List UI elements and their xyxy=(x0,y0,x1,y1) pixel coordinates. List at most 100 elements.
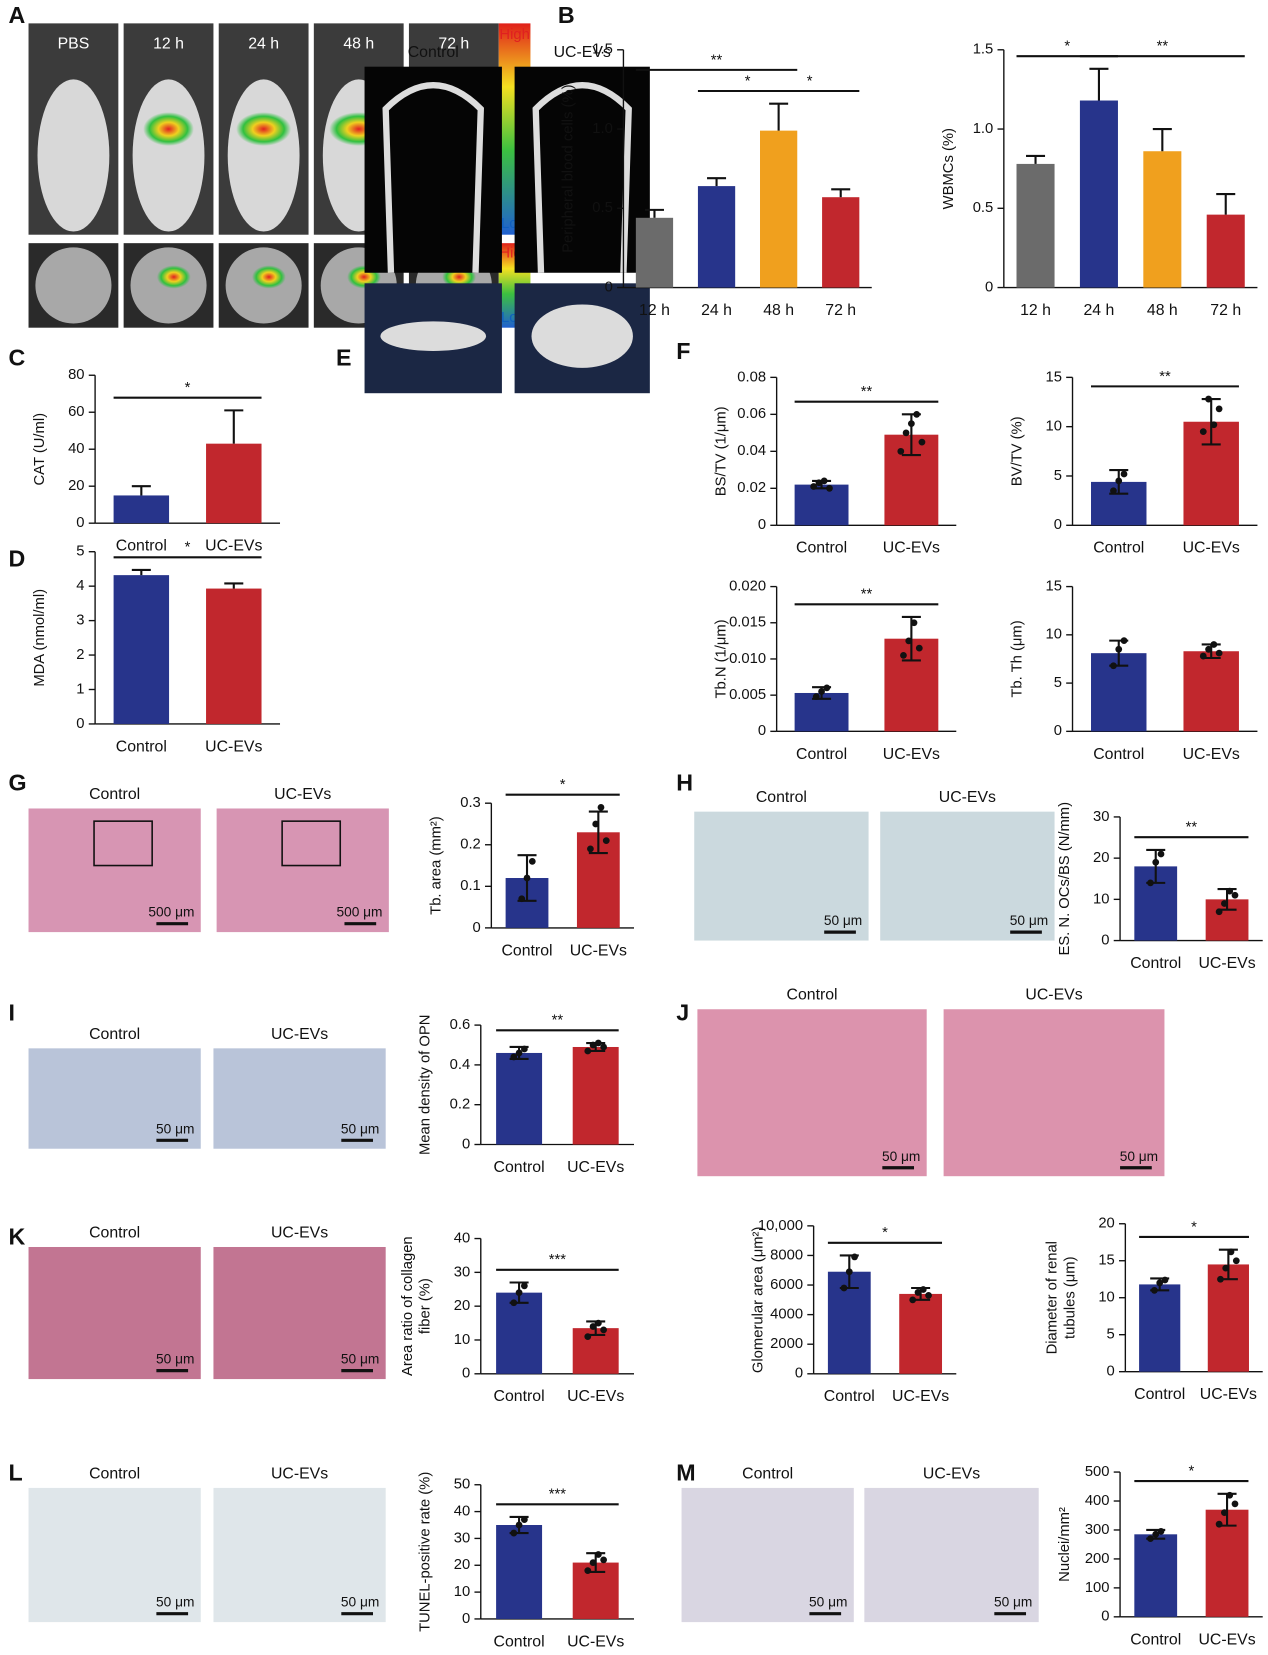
scale-bar-label: 50 μm xyxy=(341,1121,379,1136)
bar xyxy=(794,484,849,526)
y-tick-label: 0 xyxy=(462,1611,470,1627)
bar xyxy=(899,1293,943,1374)
bar xyxy=(1205,1509,1249,1617)
y-tick-label: 30 xyxy=(454,1264,470,1280)
bar xyxy=(1206,214,1245,288)
y-axis-label: Area ratio of collagen xyxy=(400,1236,416,1376)
panel-label: E xyxy=(336,345,352,371)
colorbar-label: High xyxy=(499,27,529,43)
x-tick-label: Control xyxy=(1130,955,1181,972)
data-point xyxy=(840,1284,848,1292)
data-point xyxy=(520,1282,528,1290)
image-tile xyxy=(864,1487,1039,1623)
y-axis-label: WBMCs (%) xyxy=(941,128,957,209)
x-tick-label: UC-EVs xyxy=(567,1633,624,1650)
data-point xyxy=(1210,641,1218,648)
data-point xyxy=(1110,487,1117,495)
image-caption: UC-EVs xyxy=(554,44,611,61)
bar xyxy=(113,495,170,524)
y-tick-label: 5 xyxy=(1054,675,1062,691)
roi-box xyxy=(93,820,153,867)
data-point xyxy=(851,1253,858,1261)
panel-label: F xyxy=(676,338,690,364)
data-point xyxy=(826,484,833,492)
bar xyxy=(206,443,262,524)
y-axis-label: BV/TV (%) xyxy=(1009,416,1025,486)
data-point xyxy=(589,1041,597,1049)
dish-signal xyxy=(156,265,191,289)
x-tick-label: Control xyxy=(1093,746,1144,763)
x-tick-label: UC-EVs xyxy=(1200,1386,1257,1403)
y-tick-label: 0.020 xyxy=(729,578,766,594)
x-tick-label: Control xyxy=(796,540,847,557)
y-tick-label: 0 xyxy=(758,723,766,739)
data-point xyxy=(910,619,918,627)
significance-label: ** xyxy=(1157,39,1169,55)
y-tick-label: 10 xyxy=(1093,891,1109,907)
data-point xyxy=(1161,1276,1169,1284)
scale-bar-label: 50 μm xyxy=(809,1595,847,1610)
y-tick-label: 0 xyxy=(605,279,613,295)
y-tick-label: 0.6 xyxy=(450,1017,471,1033)
y-axis-label: fiber (%) xyxy=(418,1278,434,1334)
y-tick-label: 0 xyxy=(473,920,481,936)
panel-label: L xyxy=(8,1459,22,1485)
panel-label: D xyxy=(8,545,25,571)
y-tick-label: 0 xyxy=(758,517,766,533)
panel-label: A xyxy=(8,2,25,28)
x-tick-label: Control xyxy=(494,1633,545,1650)
y-tick-label: 0.010 xyxy=(729,651,766,667)
image-tile xyxy=(213,1246,386,1380)
y-tick-label: 0.02 xyxy=(737,480,766,496)
image-caption: UC-EVs xyxy=(1025,987,1082,1004)
data-point xyxy=(1231,1500,1239,1508)
y-tick-label: 20 xyxy=(68,478,84,494)
y-tick-label: 0.08 xyxy=(737,369,766,385)
image-caption: Control xyxy=(408,44,459,61)
scale-bar-label: 50 μm xyxy=(882,1149,920,1164)
y-tick-label: 0 xyxy=(1101,1609,1109,1625)
data-point xyxy=(1157,1528,1165,1535)
y-axis-label: Glomerular area (μm²) xyxy=(751,1227,767,1374)
x-tick-label: Control xyxy=(116,538,167,555)
x-tick-label: 72 h xyxy=(825,302,856,319)
significance-label: ** xyxy=(1186,820,1198,836)
y-tick-label: 80 xyxy=(68,367,84,383)
y-tick-label: 1.0 xyxy=(973,121,994,137)
y-tick-label: 0.4 xyxy=(450,1057,471,1073)
image-caption: 48 h xyxy=(343,36,374,53)
y-axis-label: Diameter of renal xyxy=(1044,1241,1060,1354)
y-tick-label: 0.5 xyxy=(592,200,613,216)
significance-label: * xyxy=(185,540,191,556)
x-tick-label: 24 h xyxy=(1084,302,1115,319)
image-tile xyxy=(943,1009,1165,1177)
y-tick-label: 5 xyxy=(1107,1327,1115,1343)
y-axis-label: BS/TV (1/μm) xyxy=(714,406,730,496)
data-point xyxy=(1222,1264,1230,1272)
data-point xyxy=(510,1053,518,1061)
data-point xyxy=(587,845,594,853)
data-point xyxy=(815,479,823,487)
y-axis-label: Nuclei/mm² xyxy=(1057,1507,1073,1582)
data-point xyxy=(1120,637,1128,645)
y-tick-label: 15 xyxy=(1045,578,1061,594)
y-tick-label: 300 xyxy=(1085,1522,1110,1538)
data-point xyxy=(925,1292,932,1299)
y-axis-label: Peripheral blood cells (%) xyxy=(560,84,576,252)
data-point xyxy=(1156,1279,1164,1287)
significance-label: * xyxy=(185,380,191,396)
data-point xyxy=(594,1319,602,1327)
y-axis-label: MDA (nmol/ml) xyxy=(32,589,48,687)
data-point xyxy=(1215,1520,1223,1528)
image-tile xyxy=(28,808,201,933)
data-point xyxy=(584,1567,592,1575)
y-tick-label: 4000 xyxy=(770,1307,803,1323)
x-tick-label: UC-EVs xyxy=(1183,540,1240,557)
x-tick-label: Control xyxy=(494,1388,545,1405)
image-caption: UC-EVs xyxy=(923,1465,980,1482)
data-point xyxy=(1147,879,1154,887)
x-tick-label: 12 h xyxy=(639,302,670,319)
panel-label: B xyxy=(558,2,575,28)
